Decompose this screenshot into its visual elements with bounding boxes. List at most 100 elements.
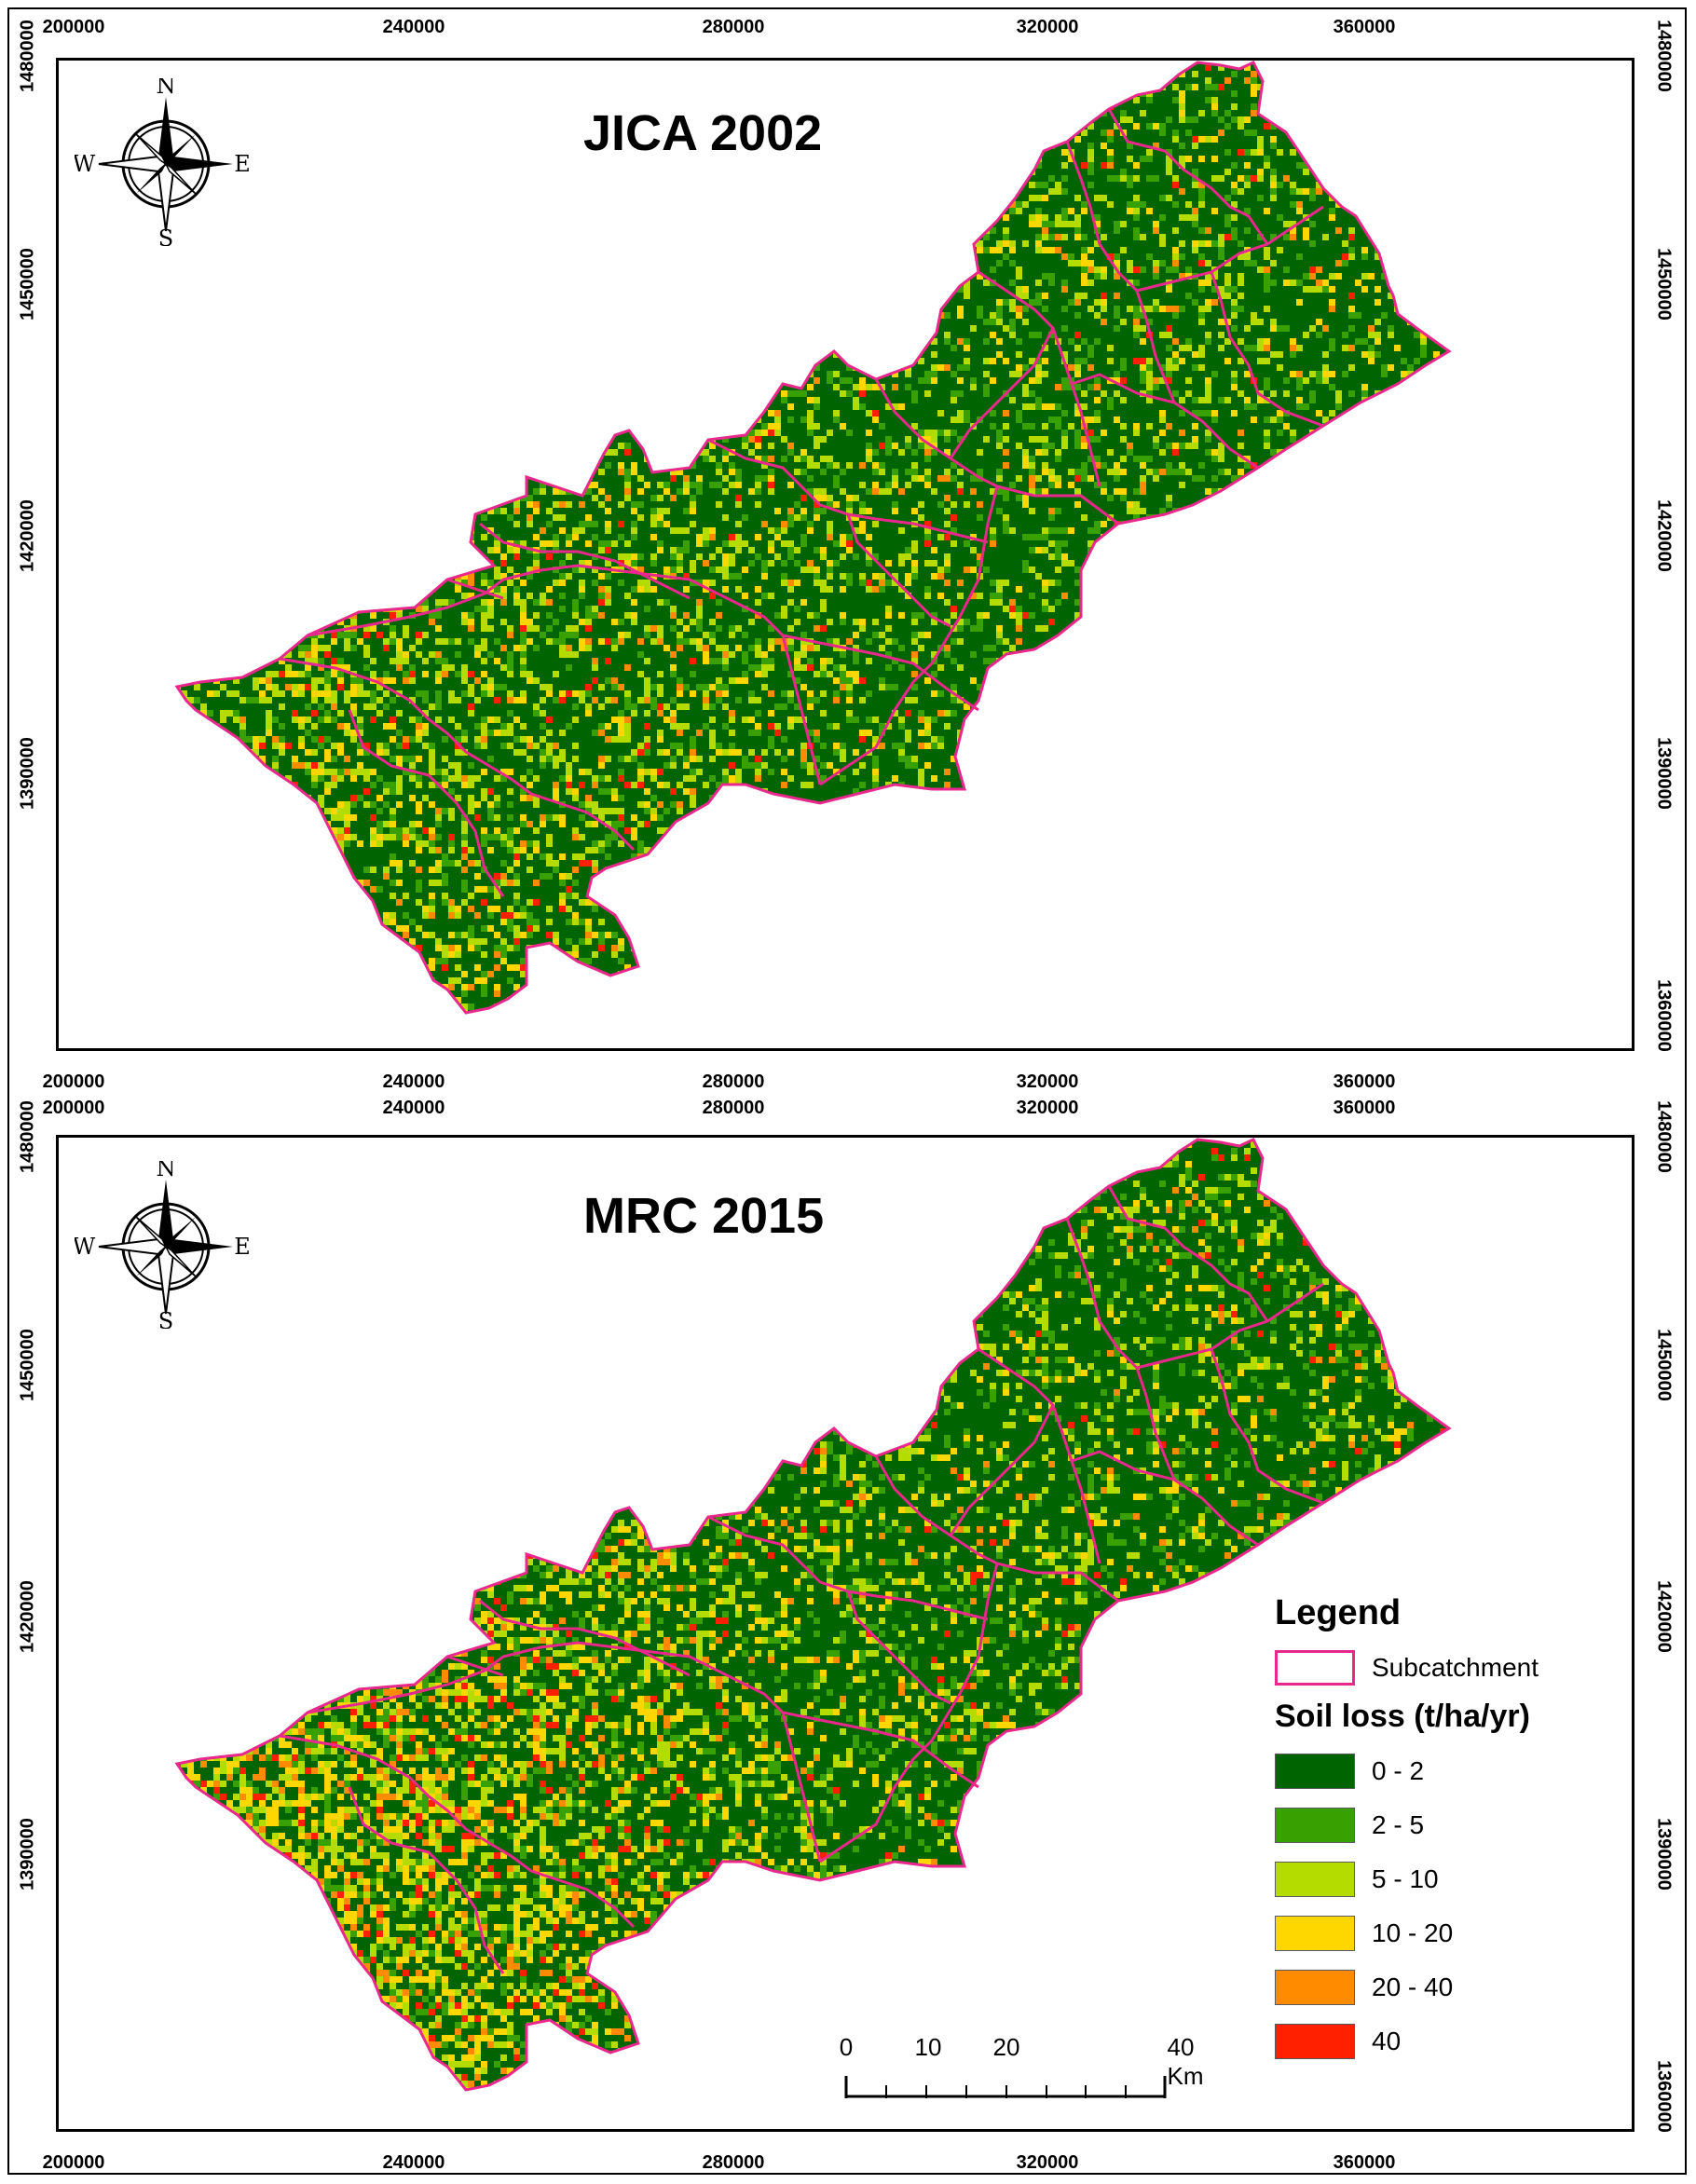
scale-label: 0 <box>840 2033 853 2062</box>
legend-item-subcatchment: Subcatchment <box>1275 1645 1582 1691</box>
axis-tick-label: 1390000 <box>1653 737 1675 810</box>
axis-tick-label: 280000 <box>703 17 765 38</box>
axis-tick-label: 360000 <box>1334 1072 1396 1093</box>
axis-tick-label: 1480000 <box>18 20 39 92</box>
south-label: S <box>158 1308 173 1329</box>
north-arrow-icon: N S E W <box>73 1155 252 1334</box>
legend-label: 10 - 20 <box>1372 1918 1453 1948</box>
subcatchment-boundary <box>1136 1282 1324 1370</box>
subcatchment-boundary <box>782 634 979 712</box>
legend-swatch <box>1275 1970 1355 2005</box>
subcatchment-boundary <box>874 378 1119 526</box>
subcatchment-boundary <box>307 1641 822 1863</box>
legend-swatch <box>1275 1916 1355 1951</box>
axis-tick-label: 200000 <box>43 2152 105 2174</box>
scale-bar-ruler <box>844 2076 1167 2098</box>
subcatchment-swatch <box>1275 1650 1355 1686</box>
subcatchment-boundary <box>819 1563 999 1863</box>
axis-tick-label: 360000 <box>1334 17 1396 38</box>
axis-tick-label: 200000 <box>43 1098 105 1119</box>
soil-loss-heading: Soil loss (t/ha/yr) <box>1275 1699 1582 1735</box>
east-label: E <box>234 1234 251 1260</box>
axis-tick-label: 360000 <box>1334 2152 1396 2174</box>
axis-tick-label: 1390000 <box>18 1818 39 1891</box>
legend-label: 40 <box>1372 2027 1401 2056</box>
legend-item-soil-loss: 20 - 40 <box>1275 1960 1582 2014</box>
subcatchment-boundary <box>819 485 999 786</box>
legend-item-soil-loss: 40 <box>1275 2014 1582 2068</box>
legend-item-soil-loss: 0 - 2 <box>1275 1744 1582 1798</box>
legend-label: 2 - 5 <box>1372 1810 1424 1840</box>
legend-item-soil-loss: 5 - 10 <box>1275 1852 1582 1906</box>
catchment-map <box>174 1138 1452 2092</box>
subcatchment-boundary <box>1136 205 1324 293</box>
subcatchment-boundary <box>307 564 822 785</box>
axis-tick-label: 1480000 <box>1653 20 1675 92</box>
subcatchment-boundary <box>348 1786 505 1974</box>
axis-tick-label: 320000 <box>1017 1098 1079 1119</box>
scale-bar: 0 10 20 40 Km <box>840 2033 1204 2108</box>
north-arrow-icon: N S E W <box>73 73 252 252</box>
subcatchment-boundary <box>348 709 505 897</box>
catchment-outline <box>174 1138 1452 2092</box>
axis-tick-label: 1450000 <box>18 1329 39 1401</box>
legend-swatch <box>1275 1808 1355 1843</box>
legend-title: Legend <box>1275 1593 1582 1633</box>
axis-tick-label: 1360000 <box>1653 979 1675 1052</box>
subcatchment-boundary <box>446 578 504 600</box>
scale-label: 40 Km <box>1168 2033 1204 2091</box>
subcatchment-boundary <box>846 513 951 628</box>
legend-swatch <box>1275 1862 1355 1897</box>
axis-tick-label: 1420000 <box>1653 1580 1675 1653</box>
legend-label: 0 - 2 <box>1372 1756 1424 1786</box>
axis-tick-label: 200000 <box>43 1072 105 1093</box>
axis-tick-label: 200000 <box>43 17 105 38</box>
axis-tick-label: 320000 <box>1017 17 1079 38</box>
east-label: E <box>234 151 251 177</box>
subcatchment-boundary <box>479 1599 691 1677</box>
legend-label: 20 - 40 <box>1372 1972 1453 2002</box>
axis-tick-label: 240000 <box>383 17 445 38</box>
subcatchment-boundary <box>707 438 989 544</box>
axis-tick-label: 360000 <box>1334 1098 1396 1119</box>
figure-border <box>7 7 1687 2175</box>
scale-label: 20 <box>993 2033 1020 2062</box>
subcatchment-boundary <box>1107 108 1269 245</box>
subcatchment-boundary <box>846 1590 951 1705</box>
subcatchment-boundary <box>949 327 1055 459</box>
axis-tick-label: 240000 <box>383 1072 445 1093</box>
subcatchment-boundaries <box>279 1185 1324 1974</box>
axis-tick-label: 280000 <box>703 2152 765 2174</box>
subcatchment-boundary <box>1210 271 1324 428</box>
subcatchment-boundary <box>1107 1185 1269 1322</box>
subcatchment-boundary <box>874 1455 1119 1603</box>
map-title: JICA 2002 <box>583 104 822 162</box>
subcatchment-boundary <box>978 270 1101 487</box>
catchment-map <box>174 61 1452 1015</box>
subcatchment-boundary <box>1065 1218 1139 1370</box>
axis-tick-label: 240000 <box>383 2152 445 2174</box>
legend-swatch <box>1275 2024 1355 2059</box>
north-label: N <box>157 78 176 99</box>
axis-tick-label: 1450000 <box>1653 1329 1675 1401</box>
axis-tick-label: 1420000 <box>18 1580 39 1653</box>
axis-tick-label: 1450000 <box>18 248 39 321</box>
axis-tick-label: 1390000 <box>18 737 39 810</box>
legend-swatch <box>1275 1754 1355 1789</box>
legend-item-soil-loss: 2 - 5 <box>1275 1798 1582 1852</box>
axis-tick-label: 320000 <box>1017 2152 1079 2174</box>
map-frame <box>56 58 1634 1051</box>
subcatchment-boundary <box>1135 290 1176 403</box>
subcatchment-boundary <box>479 522 691 600</box>
west-label: W <box>75 1234 96 1260</box>
axis-tick-label: 1420000 <box>18 499 39 572</box>
subcatchment-boundaries <box>279 108 1324 897</box>
north-label: N <box>157 1161 176 1181</box>
legend-item-soil-loss: 10 - 20 <box>1275 1906 1582 1960</box>
axis-tick-label: 1480000 <box>18 1100 39 1173</box>
subcatchment-boundary <box>1135 1367 1176 1481</box>
map-title: MRC 2015 <box>583 1187 824 1245</box>
subcatchment-boundary <box>707 1515 989 1621</box>
